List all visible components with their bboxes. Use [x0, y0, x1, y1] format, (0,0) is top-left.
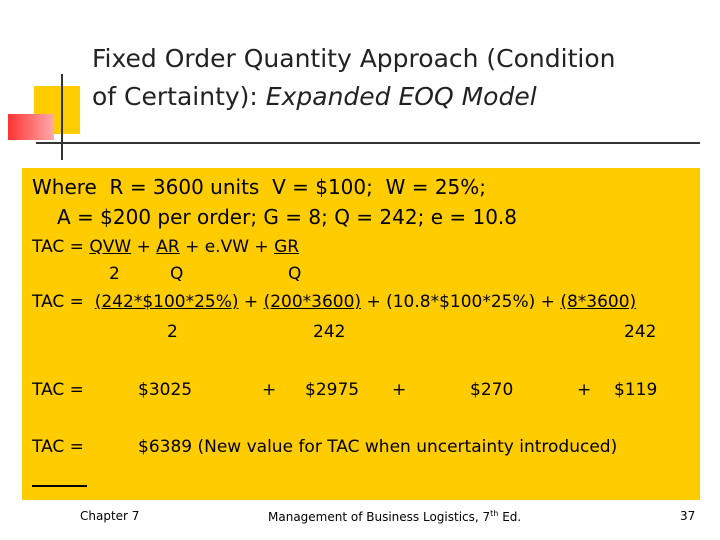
- substitution-part: TAC =: [32, 292, 95, 312]
- content-box: [22, 168, 700, 500]
- title-italic: Expanded EOQ Model: [265, 82, 537, 111]
- footer-chapter: Chapter 7: [80, 509, 140, 523]
- given-line: Where R = 3600 units V = $100; W = 25%;: [32, 175, 487, 199]
- formula-part: TAC =: [32, 237, 90, 257]
- title-line: Fixed Order Quantity Approach (Condition: [92, 44, 616, 73]
- result-label: TAC =: [32, 380, 84, 400]
- result-term: +: [577, 380, 592, 400]
- result-term: +: [392, 380, 407, 400]
- denominator: 2: [109, 264, 120, 284]
- denominator: 2: [167, 322, 178, 342]
- footer-sup: th: [490, 509, 499, 518]
- result-term: $270: [470, 380, 514, 400]
- footer-text: Ed.: [498, 510, 522, 524]
- underline-rule: [32, 485, 87, 487]
- footer-book: Management of Business Logistics, 7th Ed…: [268, 509, 522, 524]
- formula: TAC = QVW + AR + e.VW + GR: [32, 239, 299, 256]
- formula-part: AR: [156, 237, 180, 257]
- footer-text: Management of Business Logistics, 7: [268, 510, 491, 524]
- result-term: $2975: [305, 380, 360, 400]
- substitution-part: (242*$100*25%): [94, 292, 239, 312]
- result-term: $119: [614, 380, 658, 400]
- denominator: Q: [170, 264, 184, 284]
- formula-part: GR: [274, 237, 300, 257]
- deco-vline: [61, 74, 63, 160]
- formula-part: + e.VW +: [179, 237, 275, 257]
- result-term: $3025: [138, 380, 193, 400]
- formula-part: QVW: [89, 237, 132, 257]
- denominator: Q: [288, 264, 302, 284]
- given-line: A = $200 per order; G = 8; Q = 242; e = …: [57, 205, 517, 229]
- total-label: TAC =: [32, 437, 84, 457]
- deco-hline: [36, 142, 700, 144]
- formula-part: +: [131, 237, 157, 257]
- total-text: $6389 (New value for TAC when uncertaint…: [138, 437, 618, 457]
- substitution-part: + (10.8*$100*25%) +: [361, 292, 561, 312]
- title-line: of Certainty): Expanded EOQ Model: [92, 84, 537, 109]
- substitution-part: +: [238, 292, 264, 312]
- substitution-part: (200*3600): [263, 292, 362, 312]
- denominator: 242: [313, 322, 346, 342]
- title-text: of Certainty):: [92, 82, 266, 111]
- deco-red: [8, 114, 54, 140]
- page-number: 37: [680, 509, 696, 523]
- denominator: 242: [624, 322, 657, 342]
- substitution: TAC = (242*$100*25%) + (200*3600) + (10.…: [32, 294, 636, 311]
- result-term: +: [262, 380, 277, 400]
- substitution-part: (8*3600): [560, 292, 637, 312]
